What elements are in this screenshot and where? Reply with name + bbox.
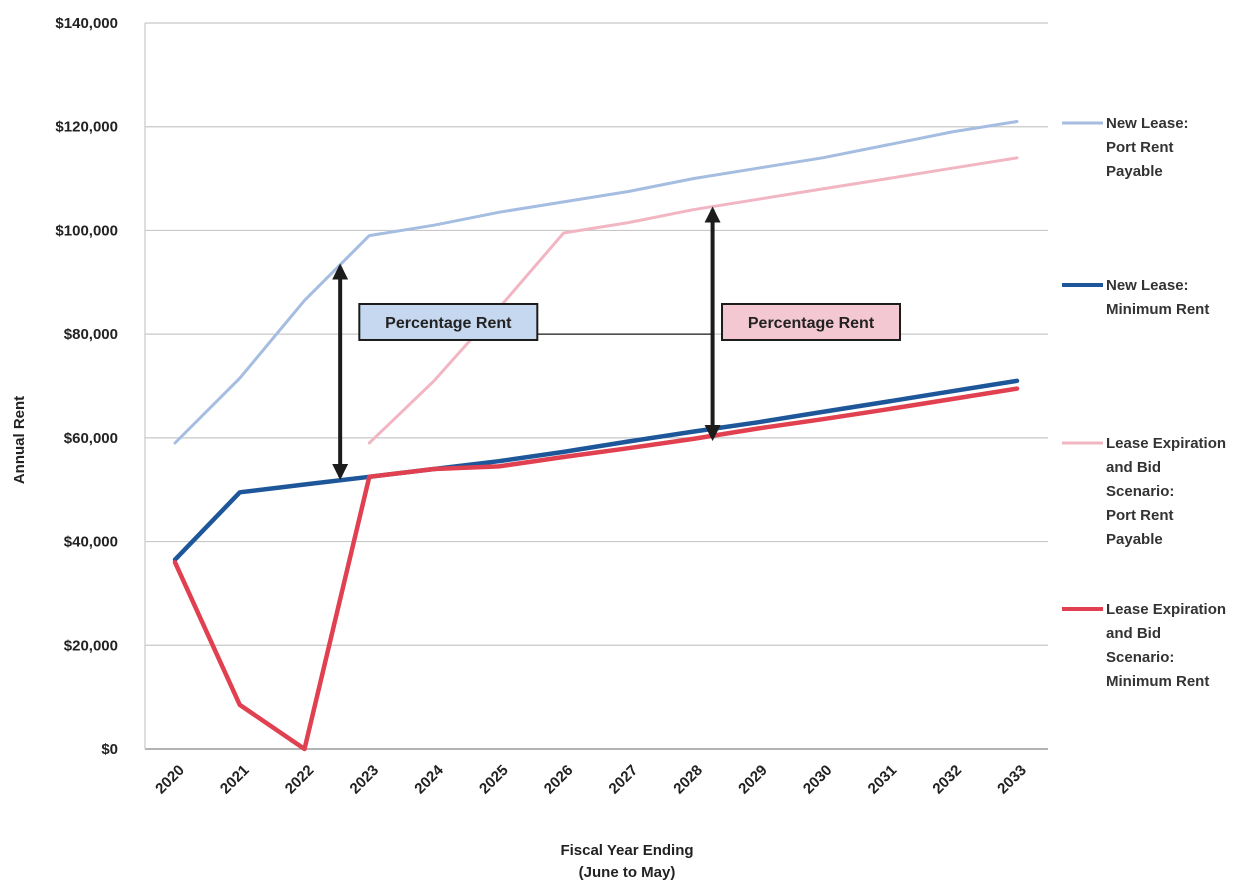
percentage-rent-box [721,302,902,341]
legend-label: Lease Expiration [1106,601,1226,618]
x-tick-label: 2021 [217,762,253,798]
legend-label: Scenario: [1106,483,1174,500]
series-line [173,120,1019,445]
x-tick-label: 2025 [476,762,512,798]
legend-label: New Lease: [1106,115,1189,132]
percentage-rent-label: Percentage Rent [748,315,875,332]
grid-lines [145,22,1048,750]
series-line [172,378,1020,562]
legend-label: Minimum Rent [1106,673,1209,690]
y-tick-label: $60,000 [64,430,118,447]
legend: New Lease: Port Rent Payable New Lease: Mini… [1062,115,1226,690]
x-tick-label: 2031 [865,762,901,798]
y-tick-label: $80,000 [64,326,118,343]
percentage-rent-label: Percentage Rent [385,315,512,332]
y-tick-label: $40,000 [64,534,118,551]
y-tick-label: $140,000 [55,15,118,32]
legend-label: and Bid [1106,625,1161,642]
legend-label: Port Rent [1106,507,1174,524]
x-tick-label: 2029 [735,762,771,798]
legend-label: Payable [1106,163,1163,180]
x-tick-label: 2024 [411,761,447,797]
series-line [367,156,1019,445]
y-axis-title: Annual Rent [11,396,28,484]
y-tick-label: $20,000 [64,637,118,654]
legend-label: Minimum Rent [1106,301,1209,318]
x-tick-label: 2033 [994,762,1030,798]
axis-titles: Annual Rent Fiscal Year Ending (June to … [11,396,694,881]
x-axis-title: Fiscal Year Ending [560,842,693,859]
legend-label: and Bid [1106,459,1161,476]
series-line [172,386,1020,752]
x-tick-label: 2027 [606,762,642,798]
x-tick-label: 2023 [347,762,383,798]
x-tick-label: 2020 [152,762,188,798]
x-axis-subtitle: (June to May) [579,864,676,881]
legend-label: Lease Expiration [1106,435,1226,452]
percentage-rent-box [358,302,539,341]
legend-label: Port Rent [1106,139,1174,156]
legend-label: Scenario: [1106,649,1174,666]
x-tick-label: 2032 [929,762,965,798]
legend-label: New Lease: [1106,277,1189,294]
percentage-rent-annotations: Percentage Rent Percentage Rent [332,206,902,480]
x-tick-label: 2028 [670,762,706,798]
axes: $0 $20,000 $40,000 $60,000 $80,000 $100,000 $1… [55,15,1029,797]
x-tick-label: 2030 [800,762,836,798]
series-lines [172,120,1020,752]
y-tick-label: $100,000 [55,222,118,239]
legend-label: Payable [1106,531,1163,548]
y-tick-label: $0 [101,741,118,758]
x-tick-label: 2022 [282,762,318,798]
y-tick-label: $120,000 [55,119,118,136]
x-tick-label: 2026 [541,762,577,798]
